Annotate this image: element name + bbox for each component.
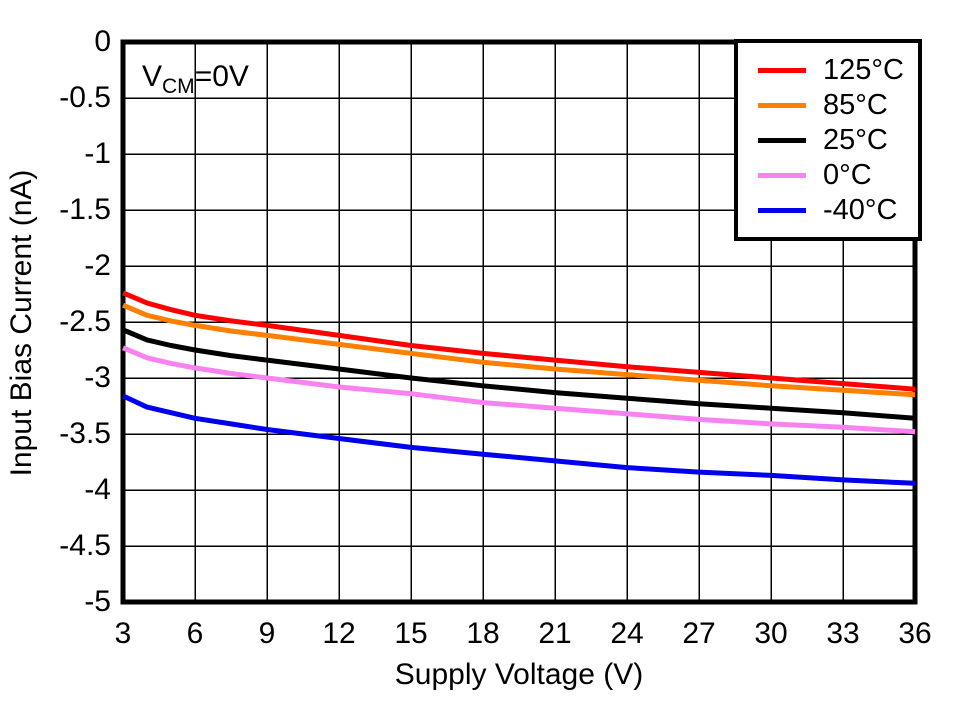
legend-swatch-line xyxy=(758,207,806,213)
y-tick-label: -3 xyxy=(84,361,111,394)
curve-125c xyxy=(122,290,916,392)
vcm-annotation-base: V xyxy=(142,60,163,93)
x-tick-label: 33 xyxy=(826,617,860,650)
legend-label: 85°C xyxy=(823,89,888,121)
curve-25c xyxy=(122,327,916,421)
x-tick-label: 18 xyxy=(466,617,500,650)
x-axis-title: Supply Voltage (V) xyxy=(394,658,644,691)
y-tick-label: -5 xyxy=(84,585,111,618)
y-tick-label: -1 xyxy=(84,137,111,170)
vcm-annotation-rest: =0V xyxy=(194,60,249,93)
x-tick-label: 27 xyxy=(682,617,716,650)
legend: 125°C 85°C 25°C 0°C -40°C xyxy=(734,39,922,241)
legend-label: 125°C xyxy=(823,54,904,86)
x-tick-label: 6 xyxy=(186,617,204,650)
y-tick-label: 0 xyxy=(94,25,111,58)
x-tick-label: 3 xyxy=(114,617,132,650)
legend-entry: -40°C xyxy=(758,193,918,228)
x-tick-label: 30 xyxy=(754,617,788,650)
x-tick-label: 9 xyxy=(258,617,276,650)
vcm-annotation-subscript: CM xyxy=(162,75,195,98)
legend-label: 25°C xyxy=(823,124,888,156)
plot-border xyxy=(120,39,918,605)
legend-swatch-line xyxy=(758,172,806,178)
legend-entry: 0°C xyxy=(758,158,918,193)
y-tick-label: -1.5 xyxy=(59,193,111,226)
legend-entry: 85°C xyxy=(758,88,918,123)
x-tick-label: 36 xyxy=(898,617,932,650)
y-tick-label: -0.5 xyxy=(59,81,111,114)
curve-0c xyxy=(122,345,916,435)
legend-label: -40°C xyxy=(823,194,898,226)
legend-label: 0°C xyxy=(823,159,872,191)
y-tick-label: -4 xyxy=(84,473,111,506)
x-tick-label: 15 xyxy=(394,617,428,650)
legend-swatch-line xyxy=(758,102,806,108)
vcm-annotation: VCM=0V xyxy=(142,60,249,99)
x-tick-label: 24 xyxy=(610,617,644,650)
y-tick-label: -2.5 xyxy=(59,305,111,338)
curve--40c xyxy=(121,393,916,486)
legend-swatch-line xyxy=(758,137,806,143)
y-tick-label: -2 xyxy=(84,249,111,282)
curve-85c xyxy=(122,302,916,398)
x-tick-label: 21 xyxy=(538,617,572,650)
x-tick-label: 12 xyxy=(322,617,356,650)
legend-entry: 125°C xyxy=(758,53,918,88)
legend-swatch-line xyxy=(758,67,806,73)
y-tick-label: -4.5 xyxy=(59,529,111,562)
y-tick-label: -3.5 xyxy=(59,417,111,450)
legend-entry: 25°C xyxy=(758,123,918,158)
